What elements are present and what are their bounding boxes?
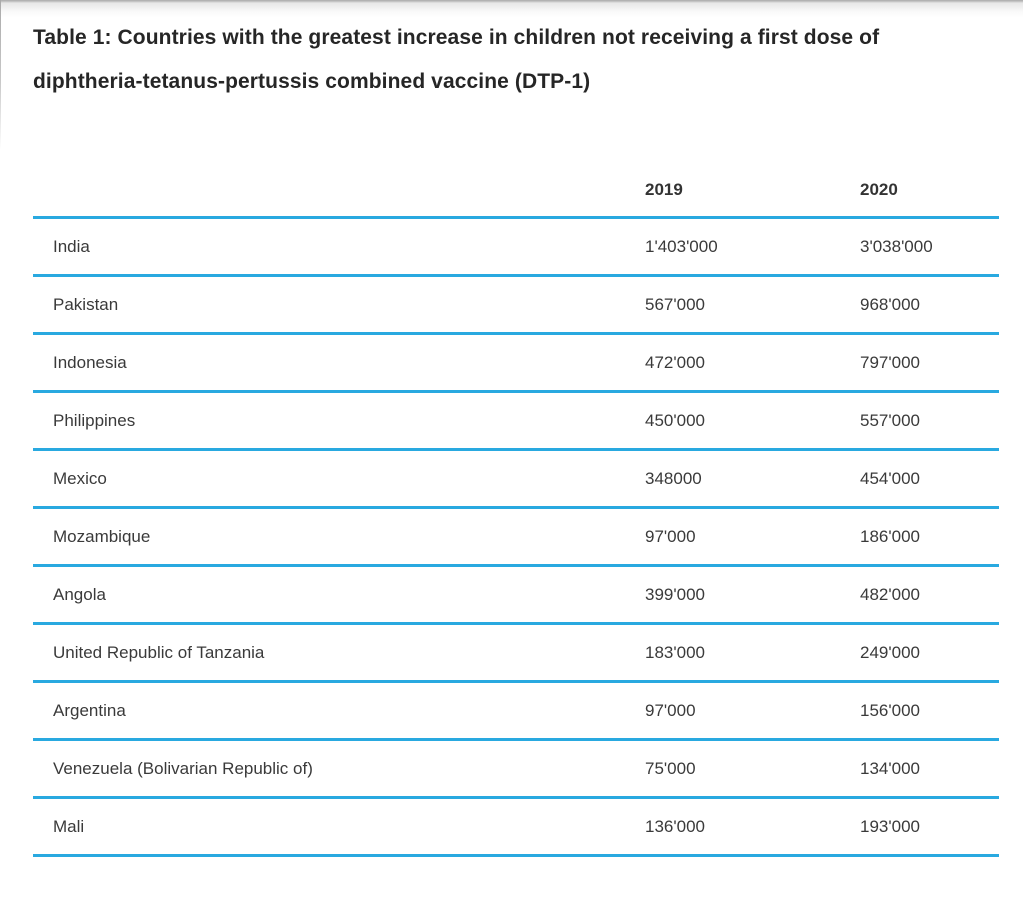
table-row: United Republic of Tanzania 183'000 249'… — [33, 624, 999, 682]
value-2019-cell: 136'000 — [645, 816, 705, 836]
table-row: India 1'403'000 3'038'000 — [33, 218, 999, 276]
value-2020-cell: 134'000 — [860, 758, 920, 778]
value-2020-cell: 557'000 — [860, 410, 920, 430]
value-2019-cell: 450'000 — [645, 410, 705, 430]
value-2019-cell: 348000 — [645, 468, 702, 488]
table-row: Mexico 348000 454'000 — [33, 450, 999, 508]
column-header-2020: 2020 — [860, 160, 999, 219]
dtp1-increase-table: 2019 2020 India 1'403'000 3'038'000 Paki… — [33, 160, 999, 857]
value-2020-cell: 249'000 — [860, 642, 920, 662]
header-row: 2019 2020 — [33, 160, 999, 219]
value-2020-cell: 3'038'000 — [860, 236, 933, 256]
country-cell: Pakistan — [53, 294, 119, 314]
table-row: Argentina 97'000 156'000 — [33, 682, 999, 740]
value-2020-cell: 156'000 — [860, 700, 920, 720]
page-title: Table 1: Countries with the greatest inc… — [33, 26, 880, 93]
table-row: Pakistan 567'000 968'000 — [33, 276, 999, 334]
value-2020-cell: 454'000 — [860, 468, 920, 488]
top-edge-artifact — [0, 0, 1023, 18]
value-2020-cell: 186'000 — [860, 526, 920, 546]
country-cell: Mozambique — [53, 526, 151, 546]
table-row: Mozambique 97'000 186'000 — [33, 508, 999, 566]
value-2020-cell: 193'000 — [860, 816, 920, 836]
country-cell: Mali — [53, 816, 85, 836]
value-2019-cell: 399'000 — [645, 584, 705, 604]
table-row: Mali 136'000 193'000 — [33, 798, 999, 856]
value-2019-cell: 75'000 — [645, 758, 696, 778]
country-cell: Philippines — [53, 410, 136, 430]
value-2019-cell: 183'000 — [645, 642, 705, 662]
value-2019-cell: 567'000 — [645, 294, 705, 314]
value-2019-cell: 97'000 — [645, 526, 696, 546]
table-row: Indonesia 472'000 797'000 — [33, 334, 999, 392]
page-content: Table 1: Countries with the greatest inc… — [33, 0, 999, 857]
country-cell: Angola — [53, 584, 106, 604]
country-cell: United Republic of Tanzania — [53, 642, 265, 662]
column-header-country — [33, 160, 645, 219]
table-row: Angola 399'000 482'000 — [33, 566, 999, 624]
value-2020-cell: 968'000 — [860, 294, 920, 314]
table-row: Philippines 450'000 557'000 — [33, 392, 999, 450]
country-cell: India — [53, 236, 90, 256]
table-body: India 1'403'000 3'038'000 Pakistan 567'0… — [33, 218, 999, 856]
value-2020-cell: 482'000 — [860, 584, 920, 604]
country-cell: Mexico — [53, 468, 107, 488]
country-cell: Argentina — [53, 700, 126, 720]
value-2019-cell: 97'000 — [645, 700, 696, 720]
column-header-2019: 2019 — [645, 160, 860, 219]
country-cell: Venezuela (Bolivarian Republic of) — [53, 758, 313, 778]
country-cell: Indonesia — [53, 352, 127, 372]
value-2020-cell: 797'000 — [860, 352, 920, 372]
left-edge-artifact — [0, 0, 1, 150]
value-2019-cell: 472'000 — [645, 352, 705, 372]
table-row: Venezuela (Bolivarian Republic of) 75'00… — [33, 740, 999, 798]
table-header: 2019 2020 — [33, 160, 999, 219]
value-2019-cell: 1'403'000 — [645, 236, 718, 256]
